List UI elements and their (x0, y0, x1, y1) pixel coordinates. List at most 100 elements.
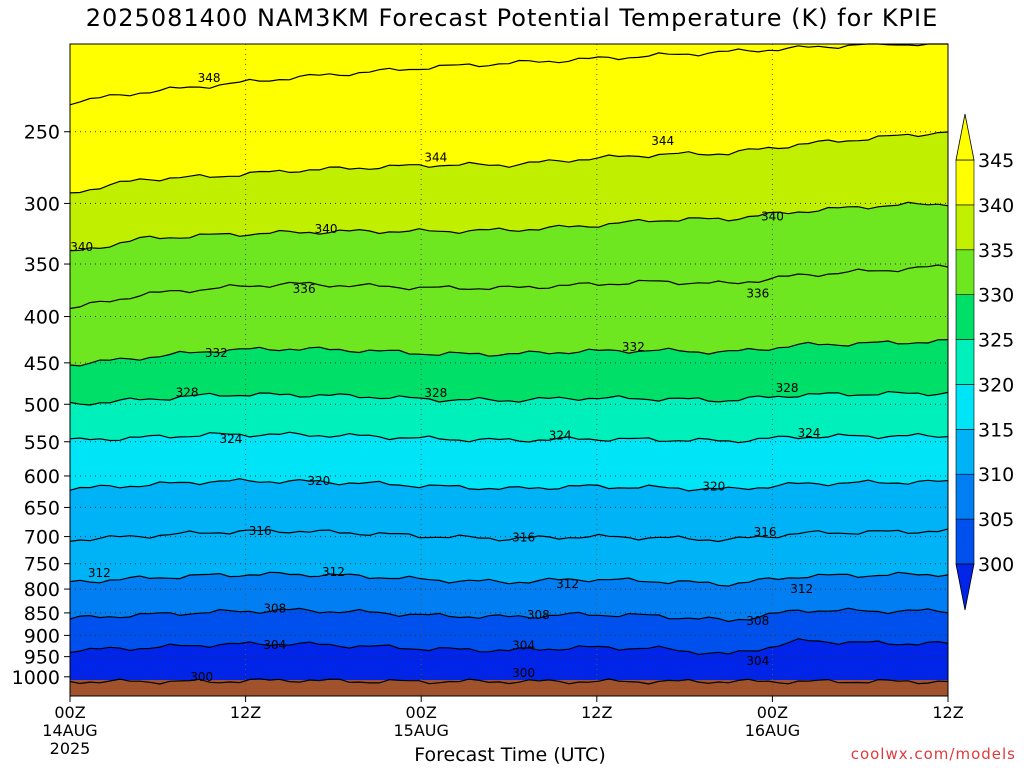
colorbar-segment (955, 473, 975, 520)
contour-label: 324 (549, 428, 572, 442)
x-tick-label: 00Z (757, 703, 788, 722)
contour-label: 316 (512, 531, 535, 545)
contour-label: 312 (556, 577, 579, 591)
contour-label: 312 (322, 565, 345, 579)
contour-label: 340 (761, 209, 784, 223)
contour-320 (69, 478, 949, 492)
colorbar-label: 320 (978, 374, 1014, 396)
contour-label: 316 (249, 524, 272, 538)
y-axis: 2503003504004505005506006507007508008509… (12, 122, 70, 689)
y-tick-label: 950 (24, 647, 60, 669)
contour-label: 340 (315, 222, 338, 236)
contour-304 (69, 638, 949, 656)
contour-lines (69, 43, 949, 685)
colorbar-label: 305 (978, 509, 1014, 531)
contour-label: 300 (190, 670, 213, 684)
colorbar-segment (955, 249, 975, 295)
colorbar-segment (955, 518, 975, 565)
contour-label: 328 (176, 385, 199, 399)
colorbar-arrow-bottom (955, 563, 975, 611)
contour-336 (69, 264, 949, 310)
colorbar-label: 335 (978, 240, 1014, 262)
colorbar: 300 305 310 315 320 325 330 335 340 345 (955, 113, 1014, 611)
y-tick-label: 800 (24, 579, 60, 601)
contour-label: 300 (512, 666, 535, 680)
colorbar-label: 340 (978, 195, 1014, 217)
y-tick-label: 600 (24, 466, 60, 488)
contour-300 (69, 678, 949, 685)
y-tick-label: 900 (24, 625, 60, 647)
contour-344 (69, 131, 949, 194)
contour-316 (69, 528, 949, 543)
contour-label: 344 (651, 134, 674, 148)
contour-324 (69, 431, 949, 444)
contour-label: 320 (702, 479, 725, 493)
y-tick-label: 450 (24, 353, 60, 375)
contour-label: 324 (798, 426, 821, 440)
contour-308 (69, 607, 949, 623)
colorbar-label: 345 (978, 150, 1014, 172)
contour-label: 328 (776, 381, 799, 395)
contour-label: 344 (424, 151, 447, 165)
colorbar-segment (955, 294, 975, 340)
ground-surface (70, 680, 948, 696)
contour-label: 308 (527, 608, 550, 622)
x-tick-date: 16AUG (745, 721, 800, 740)
contour-328 (69, 390, 949, 406)
plot-frame (69, 43, 949, 697)
contour-label: 324 (220, 432, 243, 446)
contour-340 (69, 201, 949, 252)
contour-label: 320 (307, 474, 330, 488)
y-tick-label: 650 (24, 497, 60, 519)
contour-332 (69, 339, 949, 367)
colorbar-segment (955, 159, 975, 206)
x-tick-date: 15AUG (393, 721, 448, 740)
contour-label: 312 (88, 566, 111, 580)
y-tick-label: 400 (24, 307, 60, 329)
x-tick-label: 12Z (932, 703, 963, 722)
x-tick-label: 12Z (581, 703, 612, 722)
y-tick-label: 700 (24, 527, 60, 549)
y-tick-label: 850 (24, 603, 60, 625)
contour-label: 332 (205, 346, 228, 360)
colorbar-label: 315 (978, 419, 1014, 441)
colorbar-arrow-top (955, 113, 975, 161)
contour-label: 308 (263, 601, 286, 615)
y-tick-label: 250 (24, 122, 60, 144)
x-tick-date: 14AUG (42, 721, 97, 740)
x-tick-year: 2025 (50, 739, 91, 758)
contour-label: 304 (746, 654, 769, 668)
x-axis-label: Forecast Time (UTC) (414, 744, 606, 766)
credit-text: coolwx.com/models (850, 745, 1016, 763)
y-tick-label: 300 (24, 193, 60, 215)
contour-label: 304 (512, 639, 535, 653)
colorbar-label: 325 (978, 330, 1014, 352)
contour-label: 316 (754, 525, 777, 539)
colorbar-label: 310 (978, 464, 1014, 486)
colorbar-segment (955, 429, 975, 475)
contour-label: 340 (70, 240, 93, 254)
y-tick-label: 350 (24, 254, 60, 276)
contour-348 (69, 43, 948, 106)
potential-temperature-fills (70, 44, 948, 697)
contour-label: 312 (790, 582, 813, 596)
contour-312 (69, 571, 949, 587)
y-tick-label: 500 (24, 394, 60, 416)
contour-label: 308 (746, 614, 769, 628)
colorbar-label: 330 (978, 285, 1014, 307)
y-tick-label: 550 (24, 432, 60, 454)
y-tick-label: 750 (24, 554, 60, 576)
contour-label: 328 (424, 386, 447, 400)
contour-label: 332 (622, 340, 645, 354)
y-tick-label: 1000 (12, 667, 60, 689)
contour-label: 348 (198, 71, 221, 85)
x-tick-label: 00Z (406, 703, 437, 722)
chart-title: 2025081400 NAM3KM Forecast Potential Tem… (85, 4, 939, 32)
colorbar-label: 300 (978, 554, 1014, 576)
colorbar-segment (955, 384, 975, 430)
contour-labels: 348 344 344 340 340 340 336 336 332 332 328 328 328 3… (70, 71, 820, 684)
contour-label: 304 (263, 638, 286, 652)
x-tick-label: 12Z (230, 703, 261, 722)
